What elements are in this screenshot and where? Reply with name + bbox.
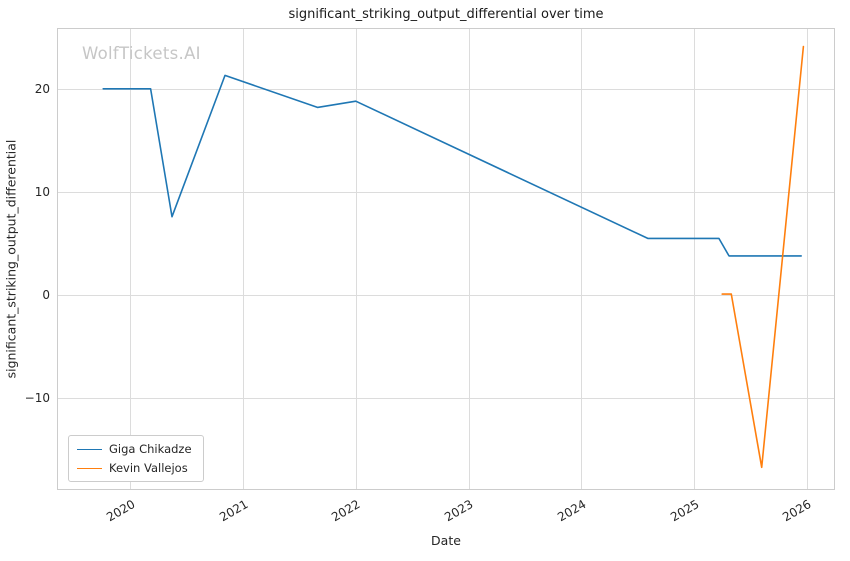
legend-item-0: Giga Chikadze bbox=[77, 442, 192, 456]
x-tick-label: 2024 bbox=[554, 497, 589, 525]
y-tick-label: 20 bbox=[34, 81, 50, 96]
y-tick-label: −10 bbox=[24, 391, 50, 406]
plot-area: WolfTickets.AI Giga Chikadze Kevin Vallej… bbox=[57, 28, 835, 490]
x-tick-label: 2020 bbox=[103, 497, 138, 525]
series-line-0 bbox=[102, 74, 803, 257]
series-line-1 bbox=[721, 45, 805, 469]
x-tick-label: 2025 bbox=[667, 497, 702, 525]
x-tick-label: 2023 bbox=[442, 497, 476, 525]
legend-item-1: Kevin Vallejos bbox=[77, 461, 192, 475]
x-tick-label: 2021 bbox=[216, 497, 251, 525]
x-axis-label: Date bbox=[431, 533, 461, 548]
legend-line-sample bbox=[77, 467, 102, 469]
watermark-logo: WolfTickets.AI bbox=[82, 44, 201, 63]
legend-label: Giga Chikadze bbox=[109, 442, 192, 456]
chart-title: significant_striking_output_differential… bbox=[288, 7, 604, 22]
y-tick-label: 0 bbox=[42, 288, 50, 303]
x-tick-label: 2022 bbox=[329, 497, 363, 525]
legend-line-sample bbox=[77, 448, 102, 450]
legend-label: Kevin Vallejos bbox=[109, 461, 188, 475]
y-axis-label: significant_striking_output_differential bbox=[3, 139, 19, 379]
legend: Giga Chikadze Kevin Vallejos bbox=[68, 435, 204, 482]
y-tick-label: 10 bbox=[34, 184, 50, 199]
x-tick-label: 2026 bbox=[780, 497, 814, 525]
plot-border bbox=[57, 28, 835, 490]
plot-canvas bbox=[57, 28, 835, 490]
